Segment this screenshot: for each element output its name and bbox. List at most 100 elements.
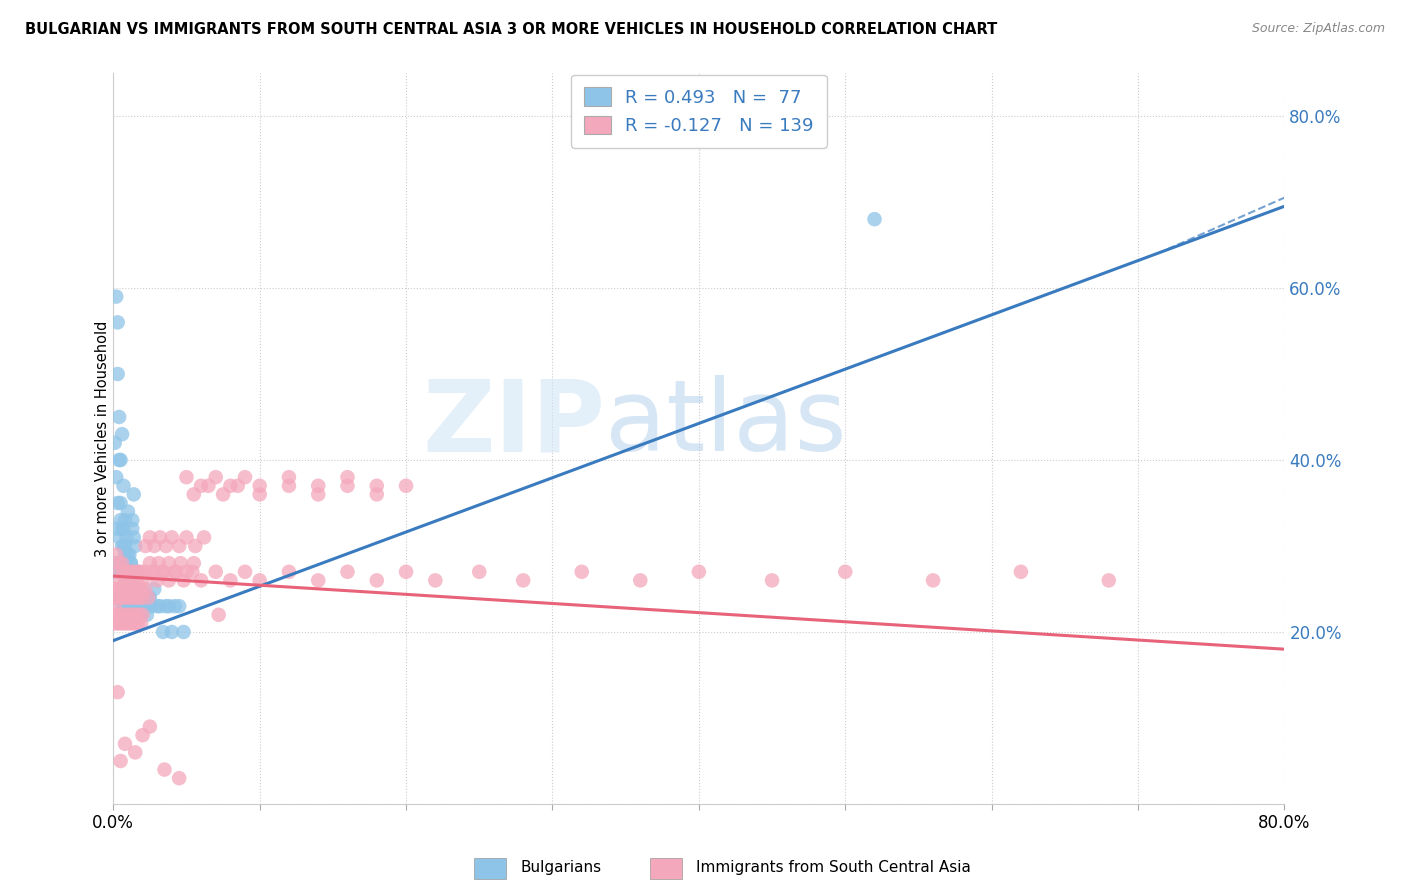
Point [183,487,205,501]
Point [336,565,359,579]
Point [117,607,139,622]
Point [278,479,301,493]
Point [104,591,127,605]
Point [143,539,166,553]
Point [112,565,135,579]
Point [124,565,146,579]
Point [129,607,152,622]
Point [117,548,139,562]
Point [104,582,127,596]
Point [120,591,142,605]
Point [183,556,205,570]
Point [117,591,139,605]
Point [193,530,215,544]
Point [107,522,129,536]
Point [219,479,242,493]
Point [120,574,142,588]
Point [110,565,132,579]
Point [124,539,146,553]
Point [425,574,447,588]
Point [138,591,160,605]
Point [122,582,145,596]
Point [249,487,271,501]
Point [1098,574,1121,588]
Point [628,574,651,588]
Point [122,591,145,605]
Point [105,607,128,622]
Point [184,539,207,553]
Point [115,607,138,622]
Point [112,582,135,596]
Point [121,582,143,596]
Point [105,470,128,484]
Point [148,556,170,570]
Point [114,548,136,562]
Point [115,556,138,570]
Point [128,582,150,596]
Text: Immigrants from South Central Asia: Immigrants from South Central Asia [696,860,972,874]
Point [105,289,128,303]
Point [160,530,183,544]
Point [128,607,150,622]
Point [169,556,191,570]
Point [157,556,180,570]
Point [127,582,149,596]
Point [118,565,141,579]
Point [110,582,132,596]
Point [104,599,127,614]
Point [167,539,190,553]
Point [204,565,226,579]
Point [118,565,141,579]
Point [219,574,242,588]
Point [233,565,256,579]
Point [468,565,491,579]
Point [176,565,198,579]
Text: BULGARIAN VS IMMIGRANTS FROM SOUTH CENTRAL ASIA 3 OR MORE VEHICLES IN HOUSEHOLD : BULGARIAN VS IMMIGRANTS FROM SOUTH CENTR… [25,22,998,37]
Point [249,479,271,493]
Point [114,607,136,622]
Point [121,565,143,579]
Point [110,616,132,631]
Point [105,556,128,570]
Point [110,754,132,768]
Point [105,591,128,605]
Point [104,565,127,579]
Point [143,565,166,579]
Point [115,574,138,588]
Point [107,367,129,381]
Point [131,574,153,588]
Legend: R = 0.493   N =  77, R = -0.127   N = 139: R = 0.493 N = 77, R = -0.127 N = 139 [571,75,827,148]
Point [121,522,143,536]
Point [139,556,162,570]
Point [112,616,135,631]
Point [111,539,134,553]
Point [173,574,195,588]
Point [108,556,131,570]
Point [122,607,145,622]
Point [111,599,134,614]
Point [128,599,150,614]
Point [131,728,153,742]
Point [124,745,146,759]
Point [204,470,226,484]
Point [176,530,198,544]
Point [125,599,148,614]
Point [139,591,162,605]
Point [127,582,149,596]
Point [124,616,146,631]
Point [108,607,131,622]
Point [163,565,186,579]
Point [208,607,231,622]
Text: ZIP: ZIP [422,376,605,473]
Point [104,435,127,450]
Point [112,522,135,536]
Point [108,530,131,544]
Point [142,565,165,579]
Point [146,574,169,588]
Point [132,591,155,605]
Point [395,479,418,493]
Point [157,599,180,614]
Point [134,539,156,553]
Point [115,582,138,596]
Point [233,470,256,484]
